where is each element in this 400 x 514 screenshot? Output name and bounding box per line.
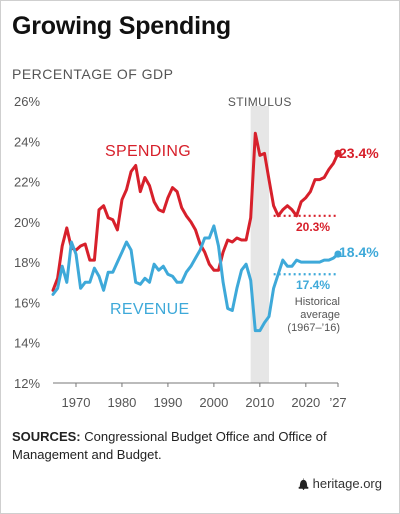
y-tick-label: 24% [14, 134, 40, 149]
line-chart: STIMULUS 12% 14% 16% 18% 20% 22% 24% 26% 1970 1980… [14, 94, 379, 410]
spending-line [51, 131, 340, 292]
x-tick-label: 1990 [153, 395, 182, 410]
chart-title: Growing Spending [12, 12, 232, 40]
x-tick-label: 2010 [245, 395, 274, 410]
y-tick-label: 12% [14, 376, 40, 391]
x-tick-label: ’27 [329, 395, 346, 410]
spending-endpoint [334, 149, 342, 157]
brand[interactable]: heritage.org [298, 476, 382, 491]
revenue-series-label: REVENUE [110, 301, 189, 318]
sources-text: Congressional Budget Office and Office o… [12, 429, 327, 462]
y-tick-label: 22% [14, 175, 40, 190]
revenue-average-label: 17.4% [296, 278, 330, 292]
x-tick-label: 2020 [291, 395, 320, 410]
x-tick-label: 1980 [107, 395, 136, 410]
y-tick-label: 26% [14, 94, 40, 109]
historical-average-note: average [300, 309, 340, 321]
spending-series-label: SPENDING [105, 143, 191, 160]
y-tick-label: 18% [14, 255, 40, 270]
historical-average-note: (1967–’16) [287, 322, 340, 334]
revenue-end-label: 18.4% [339, 244, 379, 260]
historical-average-note: Historical [295, 296, 340, 308]
brand-label: heritage.org [312, 476, 382, 491]
y-tick-label: 14% [14, 336, 40, 351]
stimulus-label: STIMULUS [228, 95, 292, 109]
sources-label: SOURCES: [12, 429, 81, 444]
sources-note: SOURCES: Congressional Budget Office and… [12, 428, 372, 464]
y-tick-label: 16% [14, 295, 40, 310]
x-tick-label: 1970 [62, 395, 91, 410]
x-tick-label: 2000 [199, 395, 228, 410]
y-tick-label: 20% [14, 215, 40, 230]
spending-average-label: 20.3% [296, 220, 330, 234]
chart-subtitle: PERCENTAGE OF GDP [12, 66, 174, 82]
liberty-bell-icon [298, 478, 308, 490]
revenue-line [51, 224, 340, 333]
spending-end-label: 23.4% [339, 145, 379, 161]
revenue-endpoint [334, 250, 342, 258]
